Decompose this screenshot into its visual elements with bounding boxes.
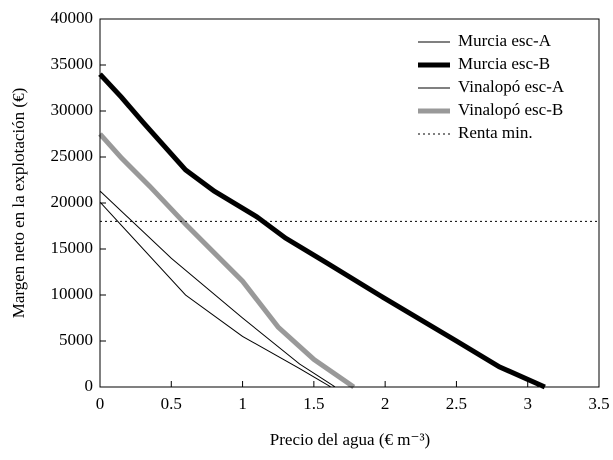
x-tick-label: 1.5 [303,394,324,413]
y-tick-label: 35000 [51,54,94,73]
y-axis-label: Margen neto en la explotación (€) [9,88,28,319]
y-tick-label: 10000 [51,284,94,303]
series-line [99,190,336,388]
x-tick-label: 2.5 [446,394,467,413]
series-line [98,72,546,390]
legend-label: Renta min. [458,123,533,142]
y-tick-label: 30000 [51,100,94,119]
plot-frame [99,18,600,388]
y-tick-label: 0 [85,376,94,395]
y-tick-label: 25000 [51,146,94,165]
x-axis-label: Precio del agua (€ m⁻³) [270,430,430,449]
legend-label: Vinalopó esc-A [458,77,565,96]
x-tick-label: 0.5 [161,394,182,413]
x-tick-label: 2 [381,394,390,413]
y-tick-label: 40000 [51,8,94,27]
legend-label: Murcia esc-B [458,54,550,73]
series-line [98,132,356,390]
y-tick-label: 15000 [51,238,94,257]
legend-label: Murcia esc-A [458,31,552,50]
x-tick-label: 1 [238,394,247,413]
y-tick-label: 5000 [59,330,93,349]
x-tick-label: 3.5 [588,394,609,413]
legend-label: Vinalopó esc-B [458,100,563,119]
x-tick-label: 3 [523,394,532,413]
series-line [99,201,332,388]
x-tick-label: 0 [96,394,105,413]
y-tick-label: 20000 [51,192,94,211]
